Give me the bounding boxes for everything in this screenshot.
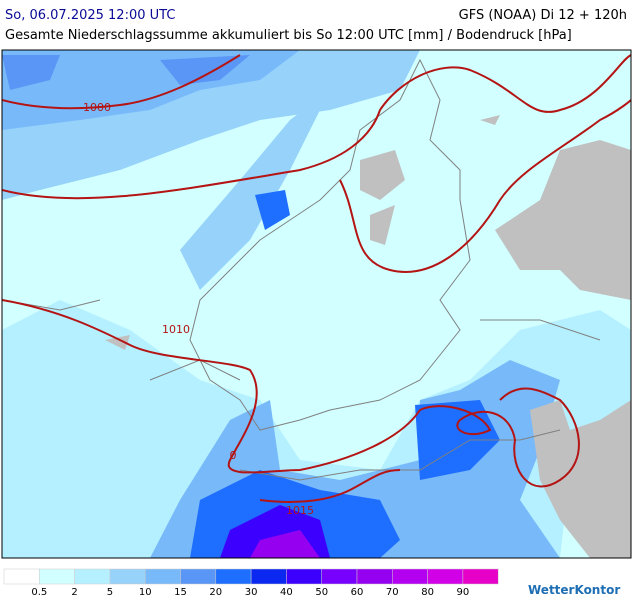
legend-label: 50 bbox=[315, 587, 328, 598]
legend-swatch bbox=[427, 568, 464, 585]
legend-swatch bbox=[180, 568, 217, 585]
isobar bbox=[339, 99, 631, 273]
legend-swatch bbox=[39, 568, 75, 585]
legend-swatch bbox=[3, 568, 40, 585]
precip-area bbox=[250, 530, 320, 558]
legend-label: 5 bbox=[107, 587, 113, 598]
legend-swatch bbox=[109, 568, 146, 585]
precip-area bbox=[180, 90, 330, 290]
header-model: GFS (NOAA) Di 12 + 120h bbox=[459, 8, 627, 23]
map: 1000 1010 1015 0 bbox=[1, 49, 632, 559]
legend-swatch bbox=[215, 568, 252, 585]
isobar bbox=[2, 54, 241, 110]
legend-swatch bbox=[321, 568, 358, 585]
legend-label: 90 bbox=[457, 587, 470, 598]
legend-label: 2 bbox=[71, 587, 77, 598]
precip-area bbox=[255, 190, 290, 230]
isobar-label: 0 bbox=[230, 449, 237, 462]
legend-swatch bbox=[286, 568, 322, 585]
legend: 0.5 2 5 10 15 20 30 40 50 60 70 80 90 bbox=[3, 568, 499, 598]
map-subtitle: Gesamte Niederschlagssumme akkumuliert b… bbox=[5, 28, 572, 43]
legend-label: 20 bbox=[209, 587, 222, 598]
country-border bbox=[189, 58, 471, 431]
legend-label: 0.5 bbox=[31, 587, 47, 598]
legend-label: 10 bbox=[139, 587, 152, 598]
isobar bbox=[2, 54, 631, 200]
legend-label: 15 bbox=[174, 587, 187, 598]
header-date: So, 06.07.2025 12:00 UTC bbox=[5, 8, 175, 23]
legend-label: 30 bbox=[245, 587, 258, 598]
precip-area bbox=[2, 55, 250, 90]
legend-swatch bbox=[392, 568, 428, 585]
map-frame bbox=[1, 49, 632, 559]
legend-swatch bbox=[356, 568, 393, 585]
logo: WetterKontor bbox=[528, 583, 620, 597]
legend-label: 80 bbox=[421, 587, 434, 598]
legend-swatch bbox=[74, 568, 111, 585]
legend-swatch bbox=[144, 568, 181, 585]
no-data-area bbox=[105, 115, 631, 558]
legend-label: 70 bbox=[386, 587, 399, 598]
isobar bbox=[259, 469, 401, 503]
legend-swatch bbox=[462, 568, 499, 585]
isobar-label: 1015 bbox=[286, 504, 314, 517]
isobar-label: 1010 bbox=[162, 323, 190, 336]
isobar bbox=[2, 299, 580, 488]
isobar-label: 1000 bbox=[83, 101, 111, 114]
legend-label: 40 bbox=[280, 587, 293, 598]
legend-label: 60 bbox=[351, 587, 364, 598]
legend-swatch bbox=[250, 568, 287, 585]
